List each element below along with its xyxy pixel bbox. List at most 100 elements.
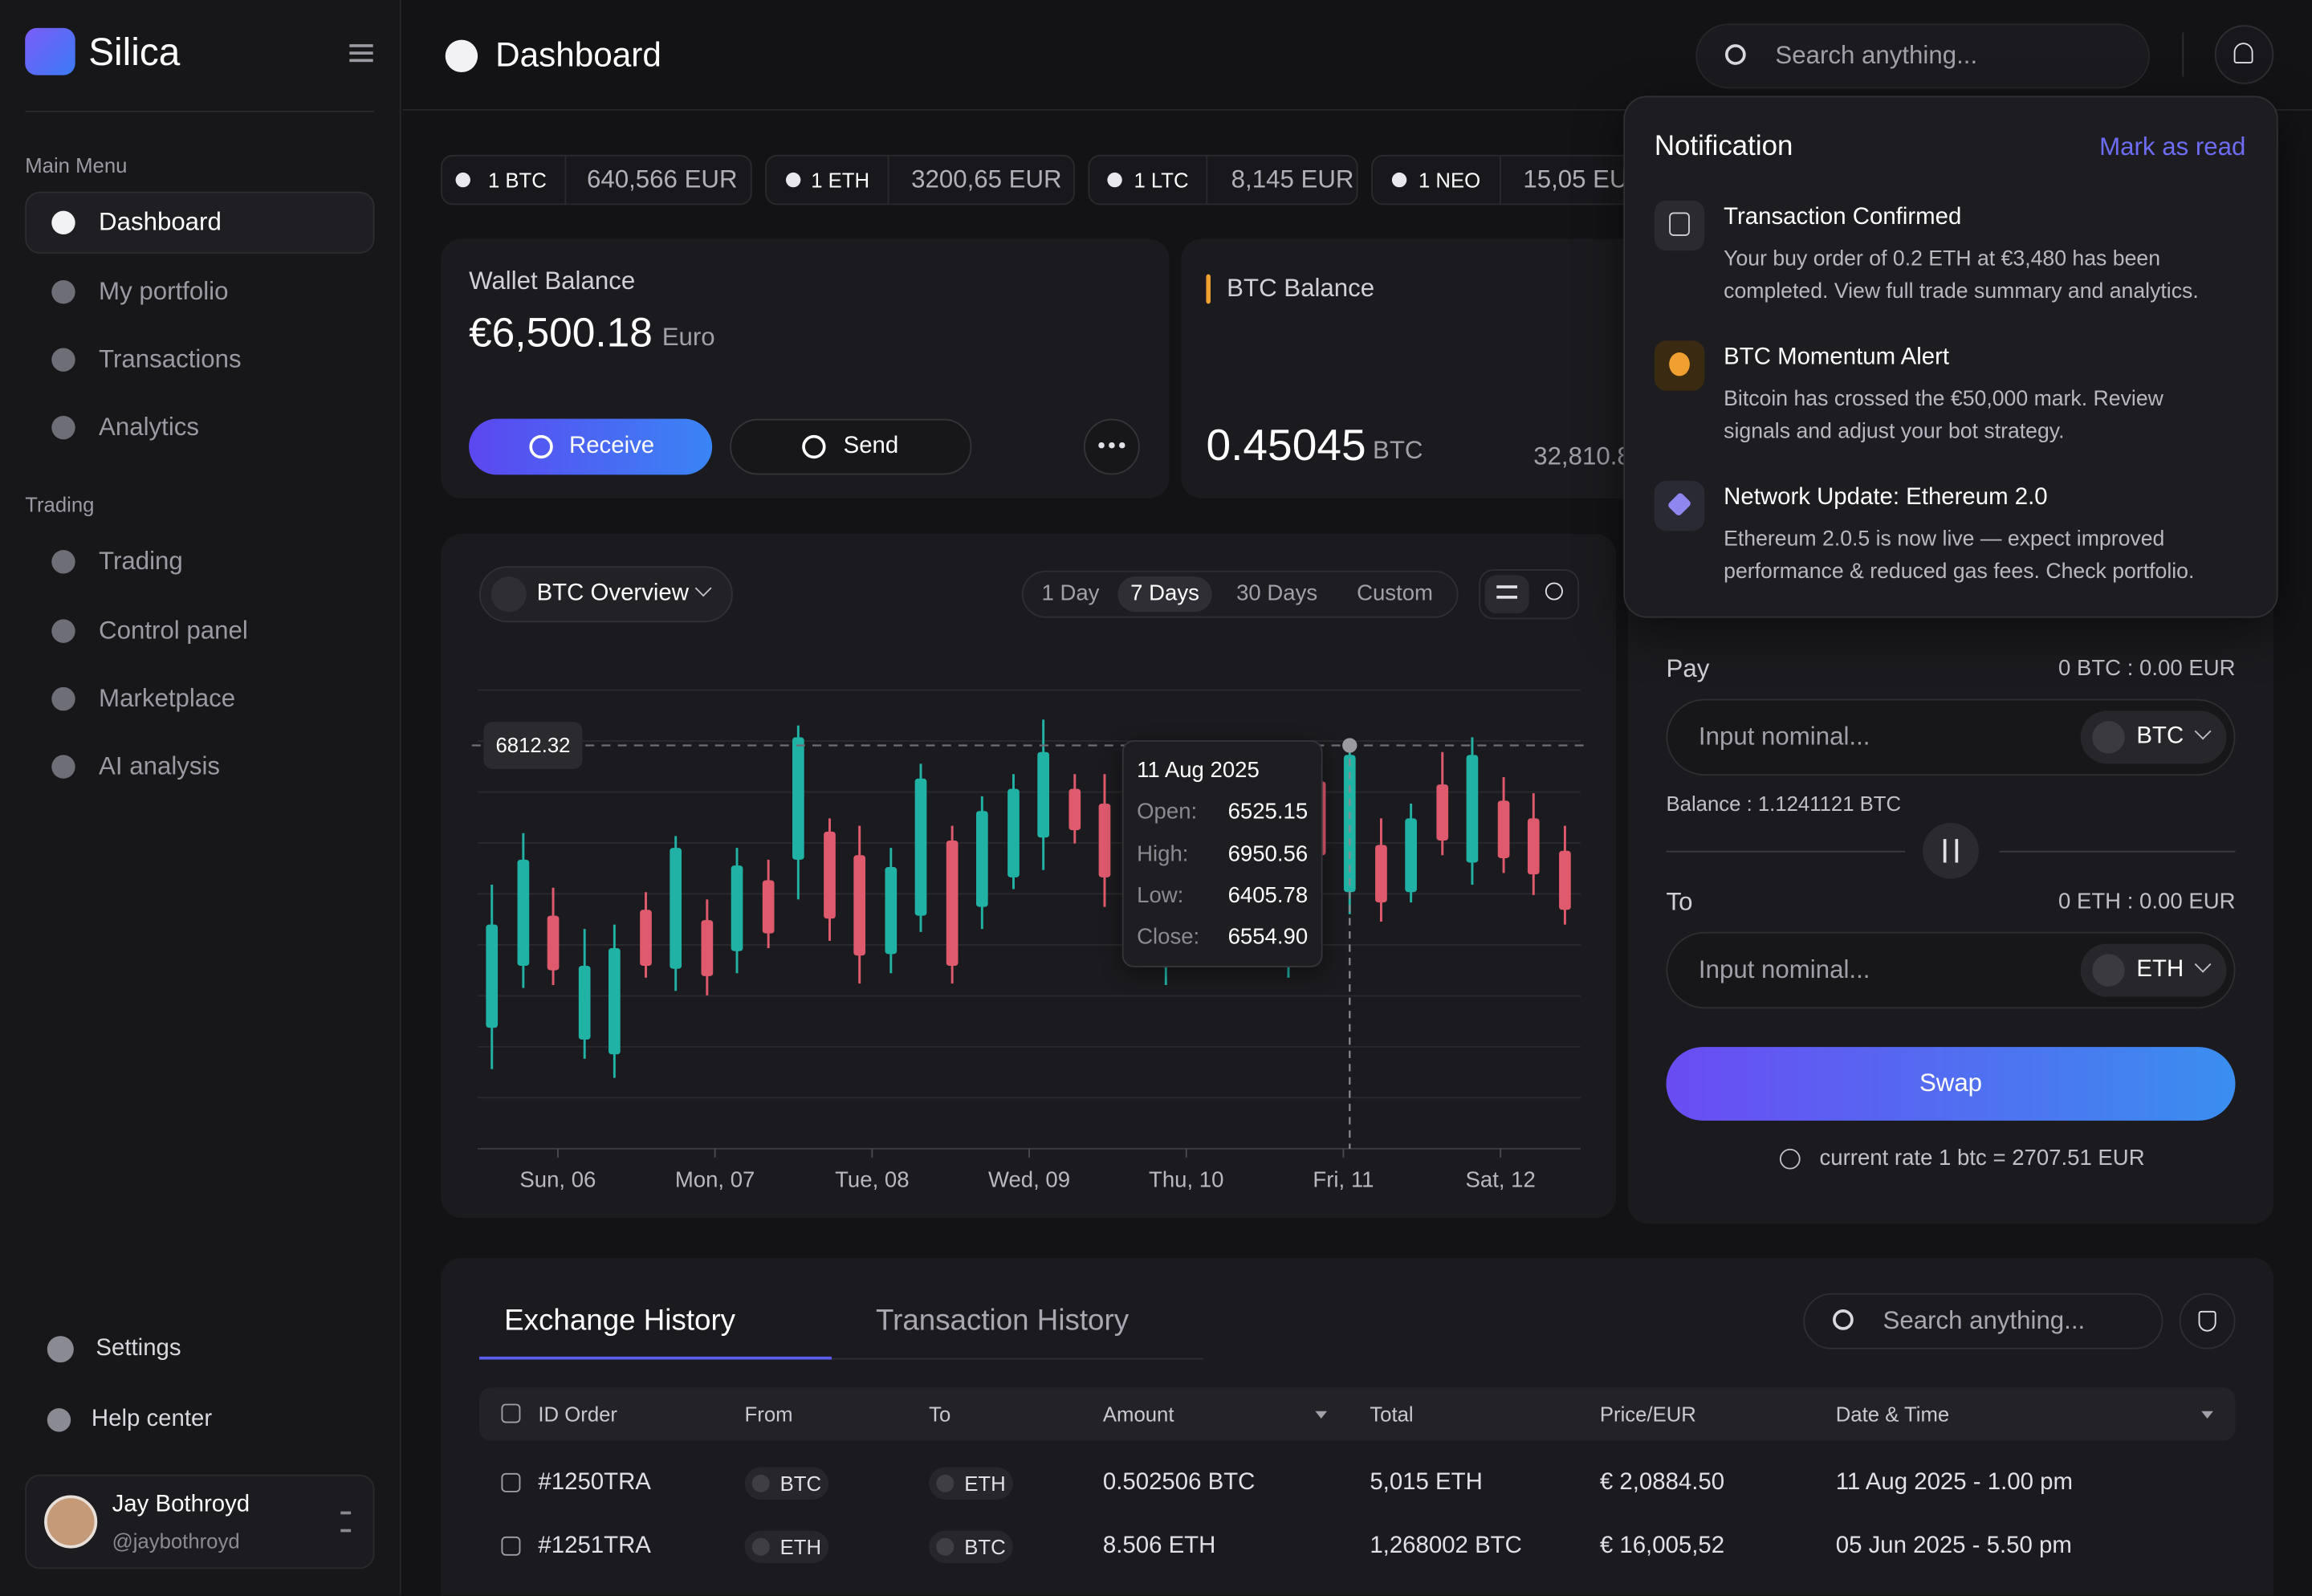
menu-item[interactable]: Analytics xyxy=(99,412,200,441)
send-button[interactable] xyxy=(730,418,972,475)
candle-body xyxy=(517,859,530,967)
ticker-pill xyxy=(1088,154,1358,206)
menu-icon xyxy=(51,550,75,574)
wallet-currency: Euro xyxy=(661,322,715,351)
menu-item[interactable]: Settings xyxy=(96,1336,181,1362)
swap-rate: current rate 1 btc = 2707.51 EUR xyxy=(1819,1146,2145,1171)
user-chart-icon xyxy=(1545,582,1563,601)
x-tick-label: Thu, 10 xyxy=(1149,1167,1223,1192)
candle-body xyxy=(1497,800,1510,858)
period-tab[interactable]: Custom xyxy=(1357,580,1434,606)
more-dot xyxy=(1119,442,1125,448)
search-placeholder: Search anything... xyxy=(1775,41,1978,69)
info-icon xyxy=(1779,1148,1801,1170)
asset-chip-icon xyxy=(936,1474,955,1492)
menu-item[interactable]: Marketplace xyxy=(99,683,236,712)
more-dot xyxy=(1109,442,1115,448)
menu-item[interactable]: AI analysis xyxy=(99,751,221,780)
pay-balance: 0 BTC : 0.00 EUR xyxy=(2058,656,2236,682)
column-header: Date & Time xyxy=(1835,1401,1950,1426)
menu-item[interactable]: Help center xyxy=(91,1407,213,1433)
period-tab[interactable]: 1 Day xyxy=(1041,580,1100,606)
more-button[interactable] xyxy=(1084,418,1140,475)
checkbox[interactable] xyxy=(501,1403,521,1423)
candle-body xyxy=(1559,850,1571,910)
menu-item[interactable]: Control panel xyxy=(99,616,248,645)
chart-card xyxy=(441,533,1617,1219)
notification-item-body: Bitcoin has crossed the €50,000 mark. Re… xyxy=(1724,388,2163,444)
menu-item[interactable]: Dashboard xyxy=(99,207,222,236)
notification-item-title: Network Update: Ethereum 2.0 xyxy=(1724,486,2048,511)
candle-body xyxy=(792,737,804,860)
menu-item[interactable]: Trading xyxy=(99,547,183,575)
swap-arrow xyxy=(1955,839,1959,863)
menu-item[interactable]: My portfolio xyxy=(99,276,229,305)
receive-button[interactable] xyxy=(469,418,713,475)
reference-label: 6812.32 xyxy=(496,735,571,757)
send-label[interactable]: Send xyxy=(843,434,899,459)
checkbox[interactable] xyxy=(501,1536,521,1556)
x-tick-label: Tue, 08 xyxy=(835,1167,909,1192)
filter-button[interactable] xyxy=(2179,1293,2236,1350)
ticker-asset: 1 ETH xyxy=(811,167,870,192)
notification-item-body: Ethereum 2.0.5 is now live — expect impr… xyxy=(1724,527,2195,584)
tooltip-value: 6525.15 xyxy=(1227,799,1309,824)
tooltip-value: 6405.78 xyxy=(1227,883,1309,909)
tooltip-value: 6950.56 xyxy=(1227,841,1309,868)
wallet-amount: €6,500.18 xyxy=(469,310,653,356)
column-header: From xyxy=(744,1401,793,1426)
period-tab[interactable]: 30 Days xyxy=(1236,580,1318,606)
notification-item-body: Your buy order of 0.2 ETH at €3,480 has … xyxy=(1724,247,2199,304)
candle-body xyxy=(762,880,775,934)
candle-body xyxy=(640,910,652,967)
menu-toggle-line xyxy=(349,44,373,47)
user-card[interactable] xyxy=(25,1474,375,1570)
menu-icon xyxy=(51,279,75,304)
swap-arrow xyxy=(1943,839,1947,863)
table-cell: 5,015 ETH xyxy=(1370,1470,1483,1496)
ticker-asset: 1 NEO xyxy=(1418,167,1481,192)
candle-body xyxy=(1466,755,1479,863)
period-tab[interactable]: 7 Days xyxy=(1130,580,1199,606)
table-cell: 8.506 ETH xyxy=(1102,1533,1216,1560)
btc-eur: 32,810.8 xyxy=(1533,442,1631,470)
view-toggle[interactable] xyxy=(1479,568,1580,620)
x-tick-label: Sun, 06 xyxy=(519,1167,596,1192)
history-tab[interactable]: Exchange History xyxy=(504,1305,736,1337)
menu-item[interactable]: Transactions xyxy=(99,344,242,373)
menu-item-active[interactable] xyxy=(25,191,375,254)
checkbox[interactable] xyxy=(501,1472,521,1492)
chart-title[interactable]: BTC Overview xyxy=(536,581,689,607)
mark-as-read[interactable]: Mark as read xyxy=(2099,132,2246,161)
notification-title: Notification xyxy=(1654,130,1793,162)
swap-button[interactable] xyxy=(1666,1047,2236,1121)
history-search[interactable] xyxy=(1803,1293,2163,1350)
swap-button-label[interactable]: Swap xyxy=(1919,1069,1983,1097)
asset-name[interactable]: ETH xyxy=(2136,957,2184,983)
notification-item-title: BTC Momentum Alert xyxy=(1724,345,1950,371)
asset-icon xyxy=(2092,954,2125,987)
menu-toggle-line xyxy=(349,51,373,55)
ticker-price: 8,145 EUR xyxy=(1231,165,1354,193)
search-placeholder: Search anything... xyxy=(1883,1305,2086,1334)
search-box[interactable] xyxy=(1695,23,2150,89)
column-header: Total xyxy=(1370,1401,1414,1426)
receive-label[interactable]: Receive xyxy=(568,434,655,459)
candle-body xyxy=(824,831,836,919)
candle-body xyxy=(1405,818,1417,893)
crosshair-dot xyxy=(1342,738,1357,753)
tooltip-value: 6554.90 xyxy=(1227,924,1309,950)
asset-name[interactable]: BTC xyxy=(2136,724,2184,750)
ticker-asset: 1 LTC xyxy=(1134,167,1189,192)
ticker-icon xyxy=(1391,172,1407,188)
menu-icon xyxy=(51,415,75,440)
table-header xyxy=(478,1387,2236,1441)
tooltip-label: Open: xyxy=(1137,799,1198,824)
history-tab[interactable]: Transaction History xyxy=(876,1305,1130,1337)
swap-balance: Balance : 1.1241121 BTC xyxy=(1666,791,1902,815)
table-cell: € 16,005,52 xyxy=(1599,1533,1725,1560)
tooltip-date: 11 Aug 2025 xyxy=(1137,758,1260,784)
swap-direction-button[interactable] xyxy=(1923,822,1979,879)
user-handle: @jaybothroyd xyxy=(112,1528,240,1553)
page-title: Dashboard xyxy=(495,35,661,75)
